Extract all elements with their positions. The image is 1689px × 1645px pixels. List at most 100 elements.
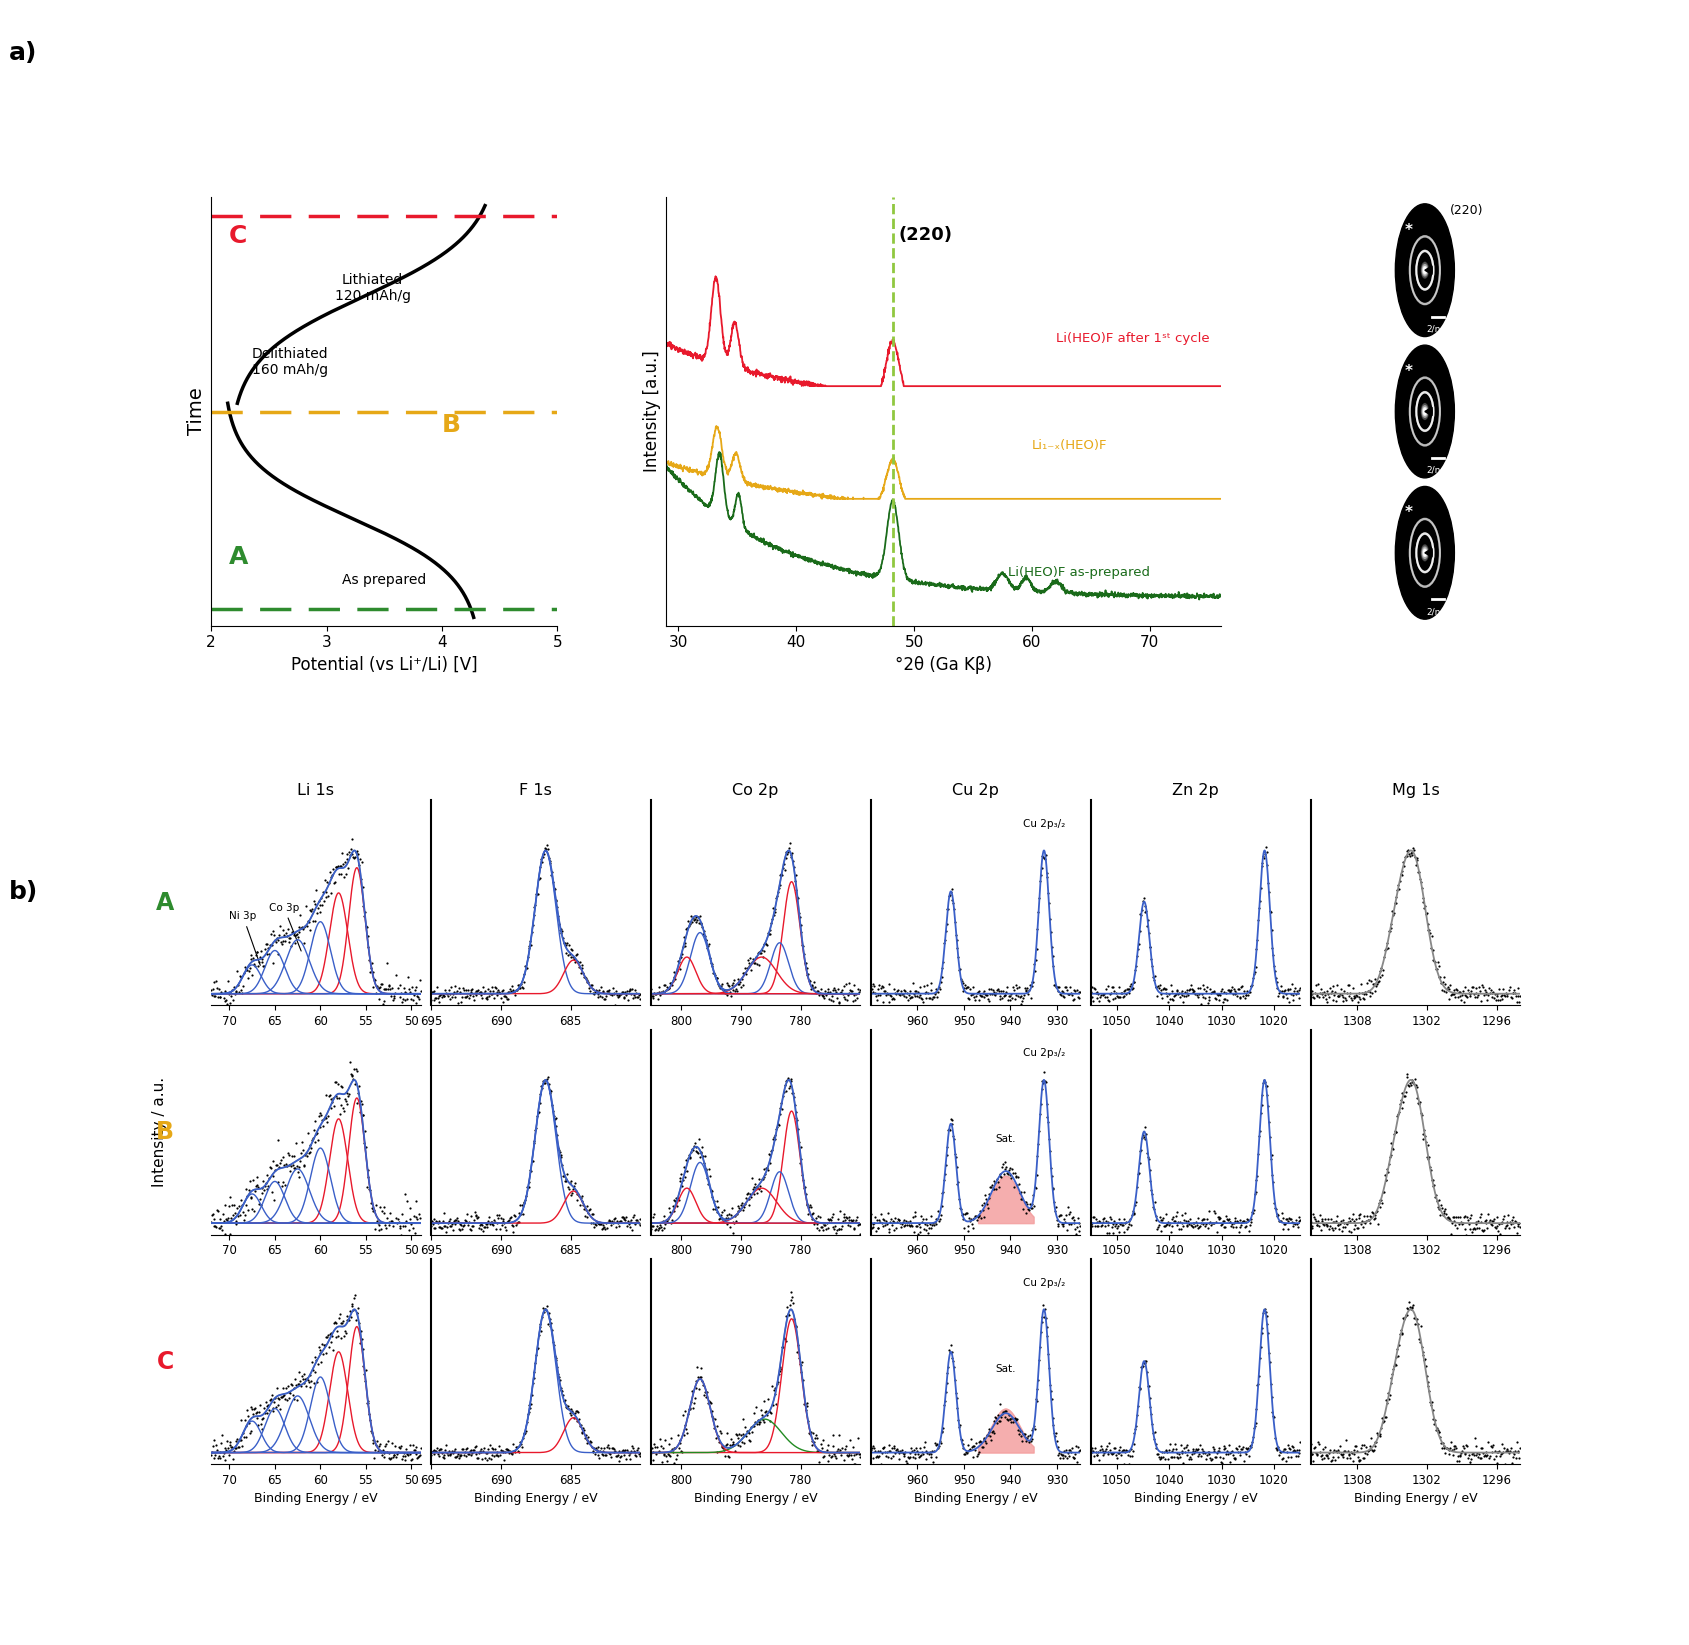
Point: [880, 1433, 907, 1459]
Point: [915, 1211, 942, 1237]
Point: [339, 844, 367, 870]
Point: [1355, 1438, 1382, 1464]
Point: [735, 1426, 762, 1453]
Point: [1350, 985, 1377, 1012]
Point: [431, 982, 458, 1008]
Point: [758, 1138, 785, 1165]
Point: [792, 949, 819, 975]
Point: [981, 979, 1008, 1005]
Point: [1257, 1349, 1284, 1375]
Point: [218, 1434, 245, 1461]
Point: [615, 1207, 642, 1234]
Point: [1225, 975, 1252, 1002]
Point: [1410, 895, 1437, 921]
Point: [726, 1421, 753, 1448]
Point: [716, 1214, 743, 1240]
Point: [785, 900, 812, 926]
Point: [1012, 1188, 1039, 1214]
Point: [1246, 1334, 1274, 1360]
Point: [1279, 1433, 1306, 1459]
Point: [1255, 870, 1282, 897]
Point: [949, 1434, 976, 1461]
Point: [659, 1436, 686, 1462]
Point: [1223, 1436, 1250, 1462]
Point: [566, 1193, 593, 1219]
Point: [1216, 1209, 1243, 1235]
Point: [589, 1443, 616, 1469]
Point: [525, 1091, 552, 1117]
Point: [676, 1143, 703, 1170]
Point: [252, 1173, 279, 1199]
Point: [475, 1211, 502, 1237]
Point: [1420, 948, 1447, 974]
Point: [976, 980, 1003, 1007]
Point: [1101, 979, 1128, 1005]
Point: [745, 1406, 772, 1433]
Point: [331, 1097, 358, 1124]
Point: [1469, 974, 1496, 1000]
Point: [664, 1184, 691, 1211]
Point: [640, 1201, 667, 1227]
Point: [1198, 1444, 1225, 1471]
Point: [1371, 1161, 1398, 1188]
Point: [838, 1441, 865, 1467]
Point: [1439, 982, 1466, 1008]
Point: [1377, 1145, 1404, 1171]
Point: [1464, 1444, 1491, 1471]
Point: [1473, 1206, 1500, 1232]
Point: [404, 1188, 431, 1214]
Point: [1010, 1196, 1037, 1222]
Point: [1091, 1204, 1118, 1230]
Point: [1231, 1438, 1258, 1464]
Point: [1186, 975, 1213, 1002]
Point: [811, 1212, 838, 1239]
Point: [611, 979, 638, 1005]
Point: [838, 977, 865, 1003]
Point: [1010, 1421, 1037, 1448]
Point: [860, 971, 887, 997]
Text: a): a): [8, 41, 37, 66]
Point: [431, 1212, 458, 1239]
Point: [1164, 977, 1191, 1003]
Point: [427, 1214, 454, 1240]
Point: [532, 1069, 559, 1096]
Point: [1052, 1202, 1079, 1229]
Point: [439, 1216, 466, 1242]
Point: [605, 1209, 632, 1235]
Point: [1284, 980, 1311, 1007]
Point: [463, 1433, 490, 1459]
Point: [1045, 974, 1073, 1000]
Point: [814, 1448, 841, 1474]
Point: [309, 892, 336, 918]
Point: [204, 1214, 231, 1240]
Point: [1431, 1198, 1458, 1224]
Point: [280, 1143, 307, 1170]
Point: [1344, 1446, 1371, 1472]
Point: [1098, 1439, 1125, 1466]
Point: [779, 1079, 806, 1105]
Point: [611, 1436, 638, 1462]
Point: [1471, 1217, 1498, 1244]
Point: [296, 1138, 323, 1165]
Point: [1176, 1211, 1203, 1237]
Point: [1280, 1209, 1307, 1235]
Point: [1486, 1438, 1513, 1464]
Point: [1363, 1430, 1390, 1456]
Point: [1464, 1214, 1491, 1240]
Point: [453, 977, 480, 1003]
Point: [701, 1188, 728, 1214]
Point: [1108, 1438, 1135, 1464]
Point: [503, 1209, 530, 1235]
Text: As prepared: As prepared: [343, 574, 426, 587]
Point: [336, 1048, 363, 1074]
Point: [255, 1397, 282, 1423]
Point: [226, 977, 253, 1003]
Point: [701, 1406, 728, 1433]
Point: [287, 1140, 314, 1166]
Point: [1179, 1214, 1206, 1240]
Point: [1478, 1212, 1505, 1239]
Point: [677, 1388, 704, 1415]
Point: [824, 1206, 851, 1232]
Point: [775, 1301, 802, 1328]
Point: [728, 1193, 755, 1219]
